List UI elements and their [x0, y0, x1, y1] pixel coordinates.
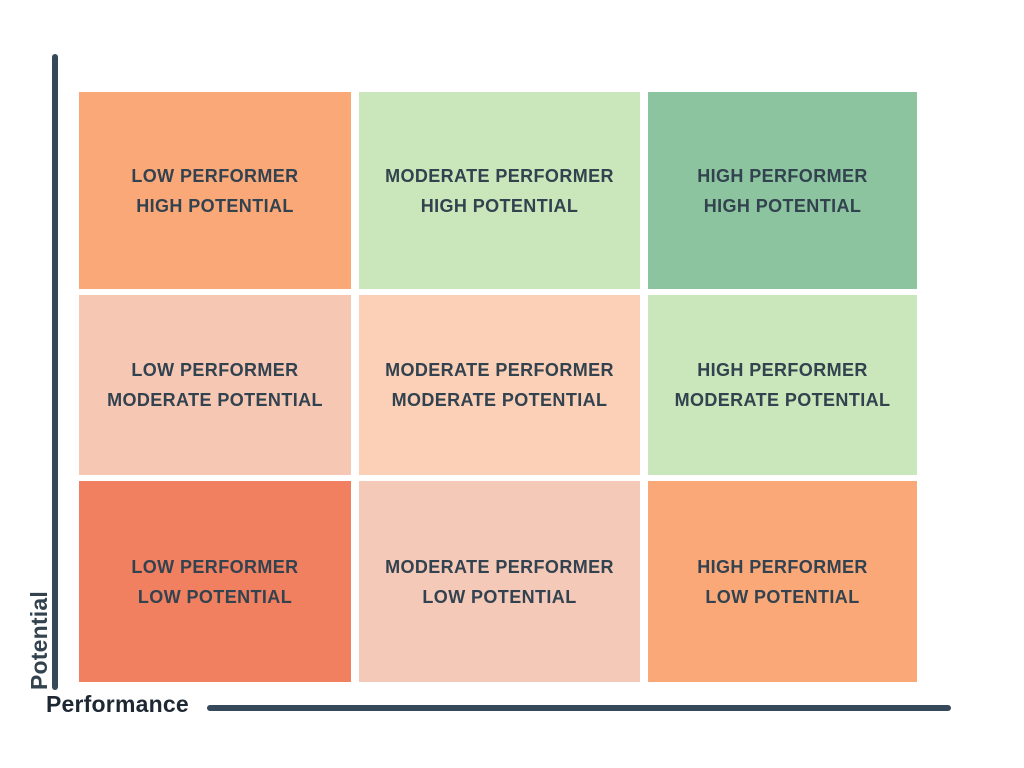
cell-potential-text: MODERATE POTENTIAL	[391, 390, 608, 410]
cell-moderate-performer-low-potential: MODERATE PERFORMER LOW POTENTIAL	[359, 481, 640, 682]
cell-potential-text: LOW POTENTIAL	[422, 586, 577, 607]
cell-low-performer-low-potential: LOW PERFORMER LOW POTENTIAL	[79, 481, 351, 682]
cell-potential-text: MODERATE POTENTIAL	[107, 390, 323, 410]
potential-axis-line	[52, 54, 58, 690]
cell-performer-text: LOW PERFORMER	[131, 556, 299, 577]
cell-moderate-performer-moderate-potential: MODERATE PERFORMER MODERATE POTENTIAL	[359, 295, 640, 475]
cell-performer-text: HIGH PERFORMER	[697, 165, 868, 186]
cell-performer-text: MODERATE PERFORMER	[385, 165, 614, 186]
cell-potential-text: LOW POTENTIAL	[705, 586, 860, 607]
cell-performer-text: HIGH PERFORMER	[697, 556, 868, 577]
performance-axis-line	[207, 705, 951, 711]
cell-performer-text: HIGH PERFORMER	[697, 360, 868, 380]
performance-axis-label: Performance	[46, 691, 189, 717]
nine-box-grid: LOW PERFORMER HIGH POTENTIAL MODERATE PE…	[79, 92, 917, 683]
cell-low-performer-moderate-potential: LOW PERFORMER MODERATE POTENTIAL	[79, 295, 351, 475]
cell-potential-text: LOW POTENTIAL	[137, 586, 293, 607]
cell-potential-text: HIGH POTENTIAL	[703, 195, 862, 216]
potential-axis-label: Potential	[26, 591, 52, 690]
cell-performer-text: LOW PERFORMER	[131, 360, 299, 380]
cell-moderate-performer-high-potential: MODERATE PERFORMER HIGH POTENTIAL	[359, 92, 640, 289]
cell-potential-text: HIGH POTENTIAL	[136, 195, 294, 216]
cell-high-performer-moderate-potential: HIGH PERFORMER MODERATE POTENTIAL	[648, 295, 917, 475]
cell-low-performer-high-potential: LOW PERFORMER HIGH POTENTIAL	[79, 92, 351, 289]
cell-potential-text: MODERATE POTENTIAL	[674, 390, 891, 410]
cell-potential-text: HIGH POTENTIAL	[420, 195, 579, 216]
cell-high-performer-low-potential: HIGH PERFORMER LOW POTENTIAL	[648, 481, 917, 682]
cell-performer-text: MODERATE PERFORMER	[385, 556, 614, 577]
cell-performer-text: LOW PERFORMER	[131, 165, 299, 186]
cell-performer-text: MODERATE PERFORMER	[385, 360, 614, 380]
cell-high-performer-high-potential: HIGH PERFORMER HIGH POTENTIAL	[648, 92, 917, 289]
